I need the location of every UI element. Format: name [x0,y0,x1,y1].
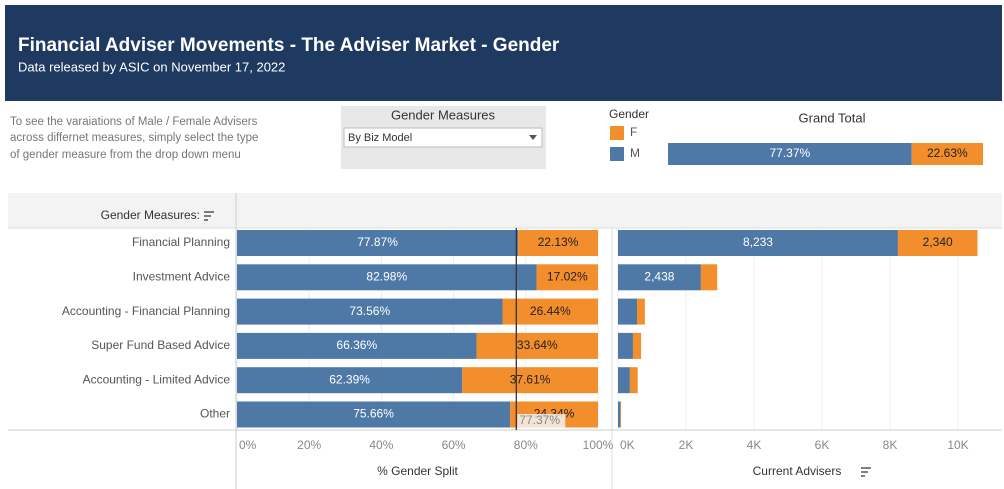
x-axis-title: % Gender Split [377,464,458,478]
description-line: across differnet measures, simply select… [10,132,258,144]
category-label: Super Fund Based Advice [91,338,230,352]
x-tick-label: 10K [947,438,968,452]
category-label: Other [200,407,230,421]
bar-segment [620,401,622,428]
x-tick-label: 8K [883,438,898,452]
data-label: 66.36% [336,338,377,352]
data-label: 62.39% [329,372,370,386]
data-label: 75.66% [353,407,394,421]
reference-label: 77.37% [519,413,560,427]
data-label: 73.56% [349,304,390,318]
bar-segment [476,332,598,359]
x-tick-label: 6K [815,438,830,452]
bar-segment [618,230,898,256]
bar-segment [632,332,642,359]
data-label: 33.64% [517,338,558,352]
bar-segment [911,143,983,165]
category-label: Investment Advice [133,269,231,283]
bar-segment [462,367,598,394]
bar-segment [700,264,718,291]
dropdown-box[interactable] [343,127,543,148]
sort-icon[interactable] [204,211,214,221]
data-label: 8,233 [743,235,773,249]
bar-segment [637,298,645,325]
reference-label-bg [517,414,566,428]
bar-segment [618,332,633,359]
header-bar [5,5,1002,101]
bar-segment [237,264,537,291]
legend-title: Gender [609,107,649,121]
legend-label: F [630,125,637,139]
data-label: 26.44% [530,304,571,318]
description-line: To see the varaiations of Male / Female … [10,116,258,128]
filter-title: Gender Measures [391,107,496,122]
legend-label: M [630,146,640,160]
x-tick-label: 0% [239,438,257,452]
page-subtitle: Data released by ASIC on November 17, 20… [18,59,285,74]
bar-segment [237,298,503,325]
sort-icon[interactable] [861,467,871,477]
bar-segment [668,143,912,165]
data-label: 82.98% [366,269,407,283]
data-label: 77.87% [357,235,398,249]
bar-segment [237,401,511,428]
x-tick-label: 0K [620,438,635,452]
grand-total-title: Grand Total [799,110,866,125]
x-tick-label: 80% [514,438,538,452]
bar-segment [237,367,463,394]
column-header [8,193,1002,228]
bar-segment [518,230,598,256]
page-title: Financial Adviser Movements - The Advise… [18,35,560,56]
category-label: Accounting - Financial Planning [62,304,230,318]
bar-segment [897,230,978,256]
x-tick-label: 4K [747,438,762,452]
data-label: 77.37% [770,146,811,160]
filter-dropdown[interactable]: By Biz Model [343,127,543,148]
x-tick-label: 2K [679,438,694,452]
bar-segment [502,298,598,325]
category-label: Accounting - Limited Advice [83,372,231,386]
legend: FM [610,125,640,161]
bar-segment [618,367,630,394]
dropdown-arrow[interactable] [529,135,537,140]
data-label: 2,438 [644,269,674,283]
category-label: Financial Planning [132,235,230,249]
data-label: 22.63% [927,146,968,160]
data-label: 17.02% [547,269,588,283]
row-header-label: Gender Measures: [101,208,200,222]
bar-segment [618,264,701,291]
data-label: 37.61% [510,372,551,386]
bar-segment [618,298,638,325]
x-tick-label: 100% [583,438,614,452]
bar-segment [629,367,638,394]
x-tick-label: 20% [297,438,321,452]
x-tick-label: 60% [442,438,466,452]
legend-swatch [610,147,624,161]
x-tick-label: 40% [369,438,393,452]
description-line: of gender measure from the drop down men… [10,149,241,161]
bar-segment [237,332,477,359]
bar-segment [237,230,519,256]
dropdown-value[interactable]: By Biz Model [348,132,412,144]
bar-segment [618,401,621,428]
bar-segment [536,264,598,291]
x-axis-title: Current Advisers [753,464,842,478]
data-label: 22.13% [538,235,579,249]
data-label: 2,340 [923,235,953,249]
legend-swatch [610,126,624,140]
